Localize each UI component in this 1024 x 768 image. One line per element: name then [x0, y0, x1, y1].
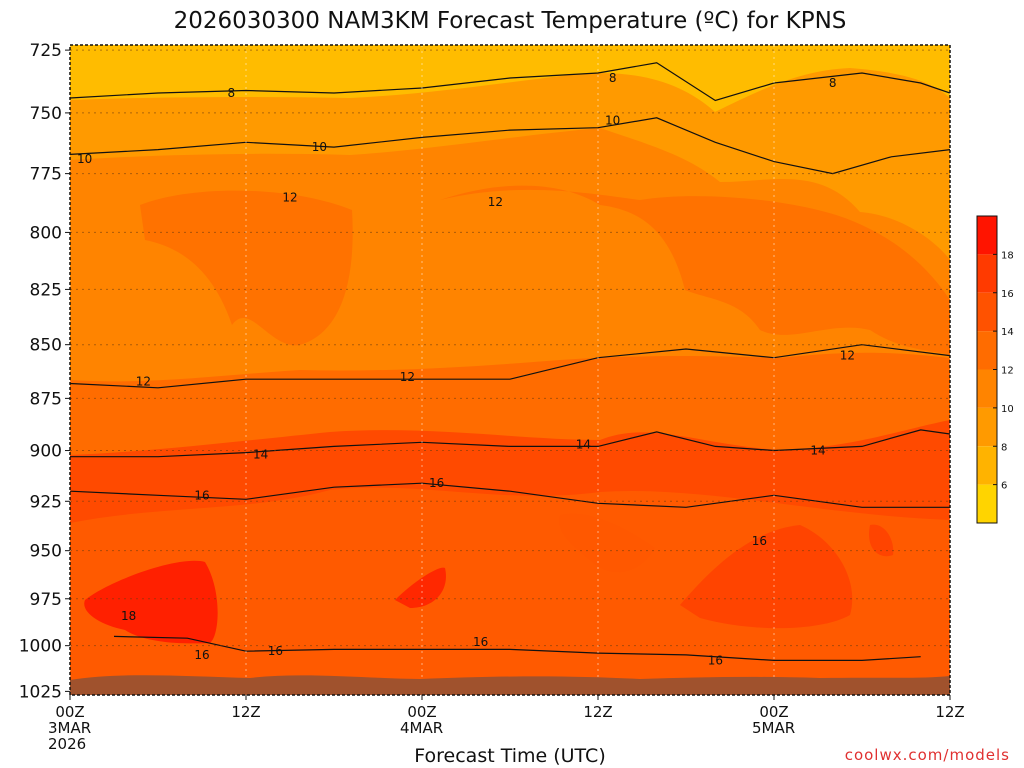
contour-label: 10: [605, 113, 620, 127]
contour-label: 12: [840, 349, 855, 363]
y-axis: 725 750 775 800 825 850 875 900 925 950 975 1000 102…: [19, 41, 70, 702]
colorbar-swatch: [977, 484, 997, 523]
contour-label: 12: [400, 370, 415, 384]
colorbar-label: 16: [1001, 289, 1014, 300]
contour-label: 18: [121, 609, 136, 623]
colorbar-label: 8: [1001, 442, 1007, 453]
contour-label: 14: [810, 444, 825, 458]
contour-label: 16: [752, 534, 767, 548]
colorbar-swatch: [977, 292, 997, 332]
plot-frame: [69, 44, 951, 696]
blob-18-left: [84, 560, 218, 644]
credit-text: coolwx.com/models: [845, 746, 1010, 764]
contour-label: 12: [282, 190, 297, 204]
contour-label: 16: [473, 635, 488, 649]
contour-label: 12: [136, 374, 151, 388]
contour-label: 8: [609, 71, 617, 85]
contour-label: 14: [253, 448, 268, 462]
y-tick-label: 850: [30, 336, 62, 356]
plot-area: [70, 45, 950, 695]
colorbar-swatch: [977, 331, 997, 370]
y-tick-label: 750: [30, 104, 62, 124]
contour-16: [70, 482, 950, 508]
ground-surface: [70, 675, 950, 695]
colorbar-label: 10: [1001, 404, 1014, 415]
contour-label: 16: [268, 644, 283, 658]
x-tick-label: 4MAR: [400, 719, 443, 737]
x-tick-label: 12Z: [935, 703, 964, 721]
colorbar-label: 6: [1001, 481, 1007, 492]
contour-label: 8: [228, 86, 236, 100]
y-tick-label: 950: [30, 542, 62, 562]
contour-16: [113, 635, 921, 661]
contour-label: 14: [576, 437, 591, 451]
colorbar-label: 12: [1001, 366, 1014, 377]
y-tick-label: 825: [30, 280, 62, 300]
blob-12-right: [440, 185, 950, 355]
colorbar-swatch: [977, 407, 997, 447]
colorbar-label: 18: [1001, 250, 1014, 261]
contour-label: 8: [829, 76, 837, 90]
contour-12: [70, 344, 950, 389]
y-tick-label: 975: [30, 590, 62, 610]
chart-title: 2026030300 NAM3KM Forecast Temperature (…: [174, 8, 847, 34]
x-tick-label: 00Z: [55, 703, 84, 721]
x-tick-label: 12Z: [583, 703, 612, 721]
y-tick-label: 900: [30, 442, 62, 462]
colorbar-label: 14: [1001, 327, 1014, 338]
contour-14: [70, 429, 950, 458]
colorbar-swatch: [977, 446, 997, 485]
contour-label: 16: [194, 648, 209, 662]
band-14-16: [70, 487, 950, 695]
contour-label: 16: [429, 476, 444, 490]
contour-label: 10: [312, 140, 327, 154]
colorbar-swatch: [977, 254, 997, 293]
contour-label: 10: [77, 152, 92, 166]
x-tick-label: 3MAR: [48, 719, 91, 737]
y-tick-label: 800: [30, 223, 62, 243]
blob-16-small: [869, 524, 894, 557]
contour-label: 16: [194, 488, 209, 502]
x-tick-label: 2026: [48, 735, 86, 753]
y-tick-label: 775: [30, 165, 62, 185]
y-tick-label: 1025: [19, 682, 62, 702]
x-tick-label: 5MAR: [752, 719, 795, 737]
x-tick-label: 00Z: [407, 703, 436, 721]
blob-18-mid: [395, 567, 446, 608]
contour-label: 16: [708, 653, 723, 667]
y-tick-label: 725: [30, 41, 62, 61]
x-tick-label: 12Z: [231, 703, 260, 721]
contour-8: [70, 62, 950, 102]
y-tick-label: 875: [30, 389, 62, 409]
colorbar-swatch: [977, 216, 997, 255]
y-tick-label: 925: [30, 492, 62, 512]
y-tick-label: 1000: [19, 637, 62, 657]
x-tick-label: 00Z: [759, 703, 788, 721]
x-axis-label: Forecast Time (UTC): [414, 745, 605, 767]
contour-label: 12: [488, 195, 503, 209]
colorbar: 18 16 14 12 10 8 6: [976, 215, 1014, 524]
contour-labels: 8 8 8 10 10 10 12 12 12 12 12 14 14 14 16 16 16 16 16 16 16 1…: [77, 71, 855, 667]
colorbar-swatch: [977, 369, 997, 408]
blob-15-spot: [559, 513, 655, 573]
